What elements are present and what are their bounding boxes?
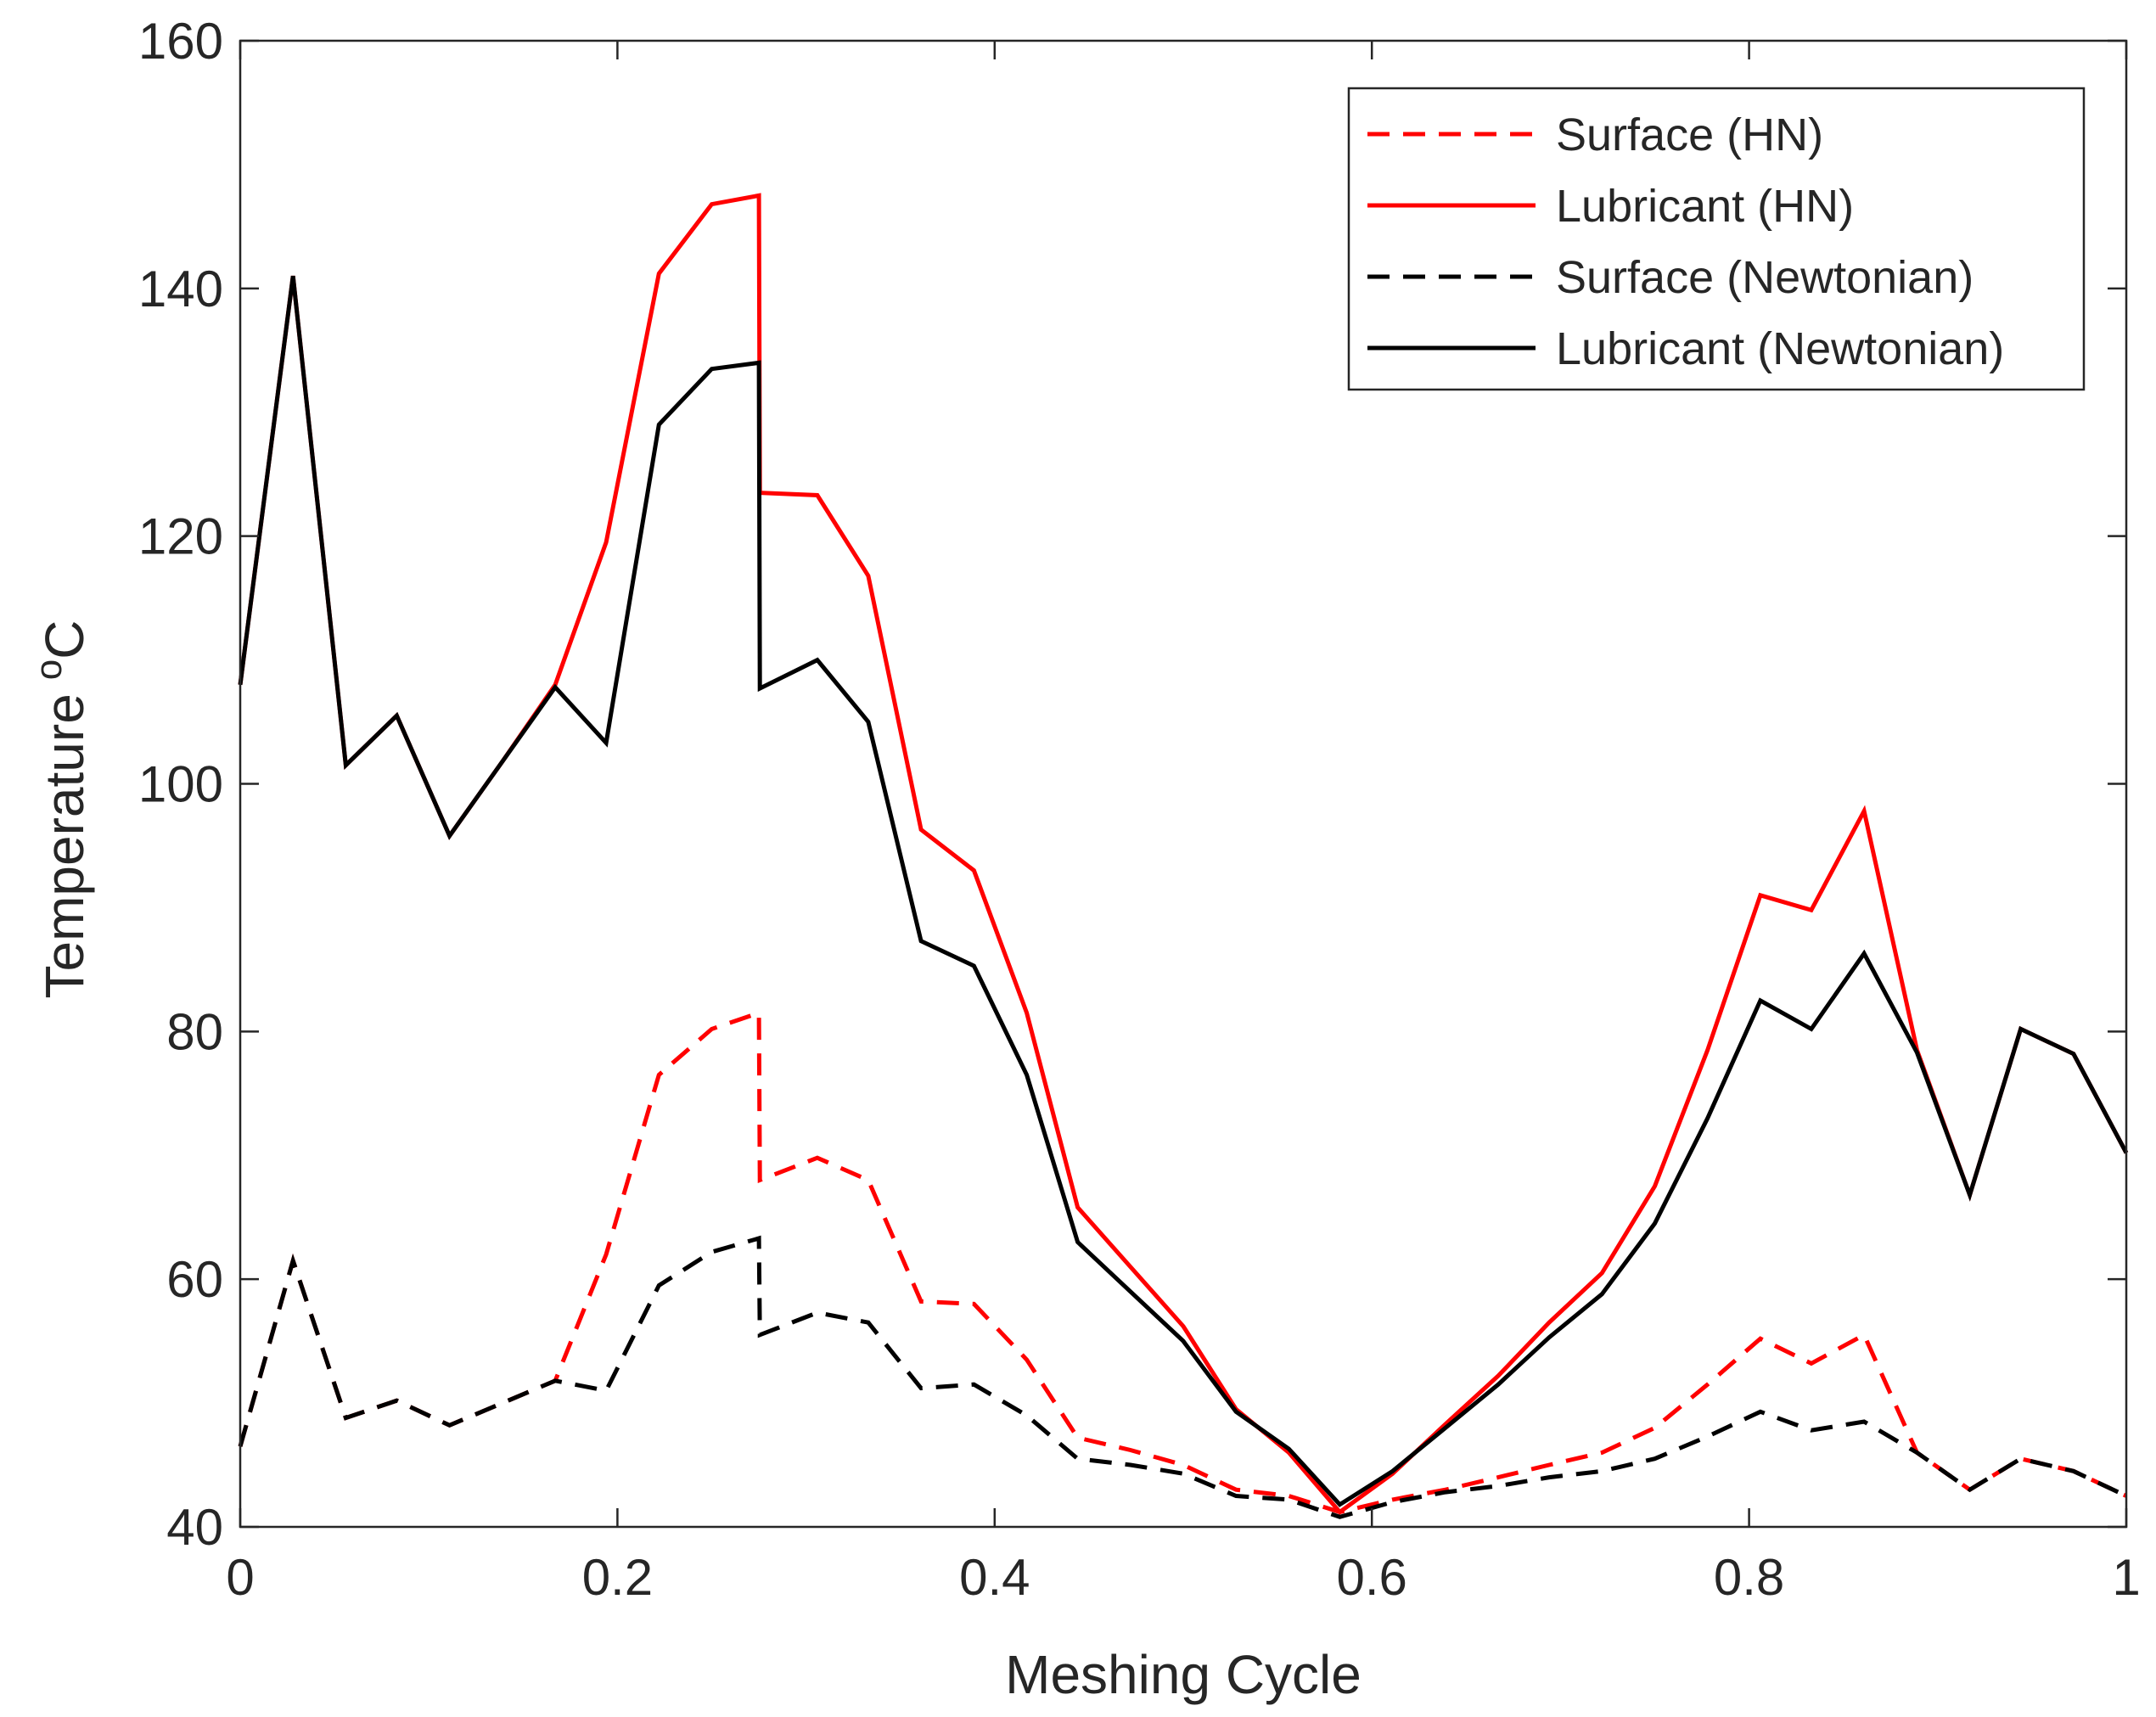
series-line bbox=[238, 1009, 2128, 1515]
legend-entry[interactable]: Surface (HN) bbox=[1367, 109, 1823, 160]
y-tick-label: 120 bbox=[138, 508, 223, 565]
x-tick-label: 0.8 bbox=[1714, 1549, 1784, 1606]
y-tick-label: 140 bbox=[138, 261, 223, 317]
y-tick-label: 100 bbox=[138, 756, 223, 813]
series-line bbox=[238, 193, 2129, 1515]
x-tick-label: 0 bbox=[226, 1549, 254, 1606]
y-tick-label: 160 bbox=[138, 13, 223, 70]
y-axis-unit: oC bbox=[28, 620, 95, 681]
legend-label: Lubricant (Newtonian) bbox=[1556, 323, 2004, 374]
unit-letter: C bbox=[34, 620, 95, 659]
y-axis-title-text: Temperature bbox=[34, 693, 95, 998]
y-tick-label: 80 bbox=[166, 1003, 223, 1060]
degree-symbol: o bbox=[28, 659, 70, 680]
y-axis-title: Temperature oC bbox=[28, 620, 95, 999]
x-tick-label: 0.2 bbox=[582, 1549, 653, 1606]
legend-box bbox=[1347, 87, 2086, 391]
legend-entry[interactable]: Lubricant (HN) bbox=[1367, 181, 1854, 232]
legend-label: Surface (HN) bbox=[1556, 109, 1823, 160]
x-tick-label: 0.4 bbox=[959, 1549, 1030, 1606]
series-line bbox=[238, 275, 2129, 1507]
x-axis-title: Meshing Cycle bbox=[1005, 1644, 1362, 1705]
plot-area-frame bbox=[239, 39, 2128, 1529]
series-layer bbox=[238, 193, 2129, 1519]
legend[interactable]: Surface (HN) Lubricant (HN) Surface (Newto… bbox=[1347, 87, 2086, 391]
legend-items: Surface (HN) Lubricant (HN) Surface (Newto… bbox=[1367, 109, 2004, 374]
y-tick-label: 40 bbox=[166, 1499, 223, 1556]
legend-entry[interactable]: Lubricant (Newtonian) bbox=[1367, 323, 2004, 374]
x-tick-label: 1 bbox=[2112, 1549, 2140, 1606]
legend-label: Lubricant (HN) bbox=[1556, 181, 1854, 232]
x-tick-label: 0.6 bbox=[1336, 1549, 1406, 1606]
legend-label: Surface (Newtonian) bbox=[1556, 252, 1974, 303]
legend-entry[interactable]: Surface (Newtonian) bbox=[1367, 252, 1974, 303]
y-tick-label: 60 bbox=[166, 1251, 223, 1308]
